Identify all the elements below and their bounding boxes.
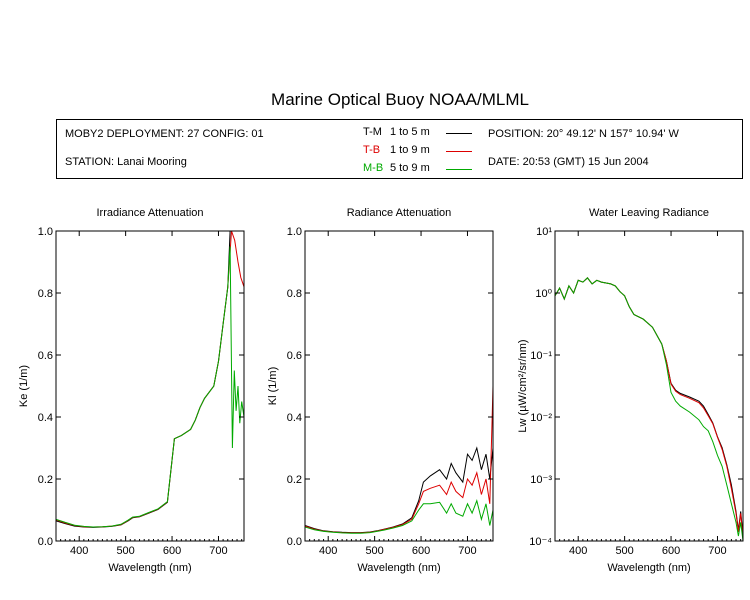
chart-3-ytick-label: 10⁻⁴ bbox=[529, 536, 552, 548]
chart-3-frame bbox=[554, 230, 744, 542]
chart-1-xtick-label: 600 bbox=[163, 545, 181, 557]
chart-2-ytick-label: 0.8 bbox=[287, 288, 302, 300]
station-text: STATION: Lanai Mooring bbox=[65, 156, 187, 168]
chart-2-ytick-label: 1.0 bbox=[287, 226, 302, 238]
chart-2-ytick-label: 0.0 bbox=[287, 536, 302, 548]
chart-3-xtick-label: 600 bbox=[662, 545, 680, 557]
chart-3-ytick-label: 10⁻² bbox=[530, 412, 552, 424]
chart-2-ytick-label: 0.4 bbox=[287, 412, 302, 424]
position-text: POSITION: 20° 49.12' N 157° 10.94' W bbox=[488, 128, 679, 140]
chart-3-ytick-label: 10⁻¹ bbox=[530, 350, 552, 362]
chart-3-title: Water Leaving Radiance bbox=[589, 207, 709, 219]
legend-code-tb: T-B bbox=[363, 144, 381, 156]
deployment-text: MOBY2 DEPLOYMENT: 27 CONFIG: 01 bbox=[65, 128, 264, 140]
chart-2-title: Radiance Attenuation bbox=[347, 207, 452, 219]
chart-2-ytick-label: 0.6 bbox=[287, 350, 302, 362]
legend-range-tb: 1 to 9 m bbox=[390, 144, 430, 156]
chart-1-ytick-label: 0.2 bbox=[38, 474, 53, 486]
info-box: MOBY2 DEPLOYMENT: 27 CONFIG: 01 STATION:… bbox=[56, 119, 743, 179]
chart-1-ytick-label: 0.8 bbox=[38, 288, 53, 300]
chart-1-ytick-label: 0.6 bbox=[38, 350, 53, 362]
chart-1-ytick-label: 0.0 bbox=[38, 536, 53, 548]
legend-swatch-mb bbox=[446, 169, 472, 170]
chart-1-frame bbox=[55, 230, 245, 542]
chart-1-series-t-b bbox=[56, 231, 244, 528]
chart-3-ytick-label: 10⁰ bbox=[535, 288, 552, 300]
chart-1-ylabel: Ke (1/m) bbox=[18, 365, 30, 407]
legend-code-tm: T-M bbox=[363, 126, 382, 138]
chart-3-ytick-label: 10⁻³ bbox=[530, 474, 552, 486]
chart-3-ytick-label: 10¹ bbox=[536, 226, 552, 238]
chart-2-xtick-label: 700 bbox=[458, 545, 476, 557]
legend-code-mb: M-B bbox=[363, 162, 384, 174]
chart-2-xtick-label: 400 bbox=[319, 545, 337, 557]
legend-range-tm: 1 to 5 m bbox=[390, 126, 430, 138]
chart-1-xtick-label: 400 bbox=[70, 545, 88, 557]
chart-2-frame bbox=[304, 230, 494, 542]
chart-1-title: Irradiance Attenuation bbox=[96, 207, 203, 219]
chart-2-xlabel: Wavelength (nm) bbox=[357, 562, 440, 574]
chart-1-ytick-label: 1.0 bbox=[38, 226, 53, 238]
legend-range-mb: 5 to 9 m bbox=[390, 162, 430, 174]
chart-3-series-t-b bbox=[555, 277, 743, 539]
chart-3-xtick-label: 500 bbox=[615, 545, 633, 557]
chart-3-ylabel: Lw (µW/cm²/sr/nm) bbox=[517, 339, 529, 432]
chart-1-xtick-label: 500 bbox=[116, 545, 134, 557]
chart-3-series-t-m bbox=[555, 277, 743, 537]
chart-2-xtick-label: 600 bbox=[412, 545, 430, 557]
chart-3-xtick-label: 700 bbox=[708, 545, 726, 557]
chart-1-xtick-label: 700 bbox=[209, 545, 227, 557]
chart-3-series-m-b bbox=[555, 277, 743, 541]
chart-1-xlabel: Wavelength (nm) bbox=[108, 562, 191, 574]
chart-2-series-m-b bbox=[305, 499, 493, 534]
chart-2-ytick-label: 0.2 bbox=[287, 474, 302, 486]
legend-swatch-tb bbox=[446, 151, 472, 152]
chart-2-ylabel: Kl (1/m) bbox=[267, 367, 279, 406]
page-title: Marine Optical Buoy NOAA/MLML bbox=[271, 90, 529, 109]
date-text: DATE: 20:53 (GMT) 15 Jun 2004 bbox=[488, 156, 649, 168]
chart-3-xtick-label: 400 bbox=[569, 545, 587, 557]
chart-1-series-t-m bbox=[56, 231, 231, 528]
chart-2-xtick-label: 500 bbox=[365, 545, 383, 557]
chart-3-xlabel: Wavelength (nm) bbox=[607, 562, 690, 574]
chart-1-ytick-label: 0.4 bbox=[38, 412, 53, 424]
chart-1-series-m-b bbox=[56, 246, 244, 528]
legend-swatch-tm bbox=[446, 133, 472, 134]
